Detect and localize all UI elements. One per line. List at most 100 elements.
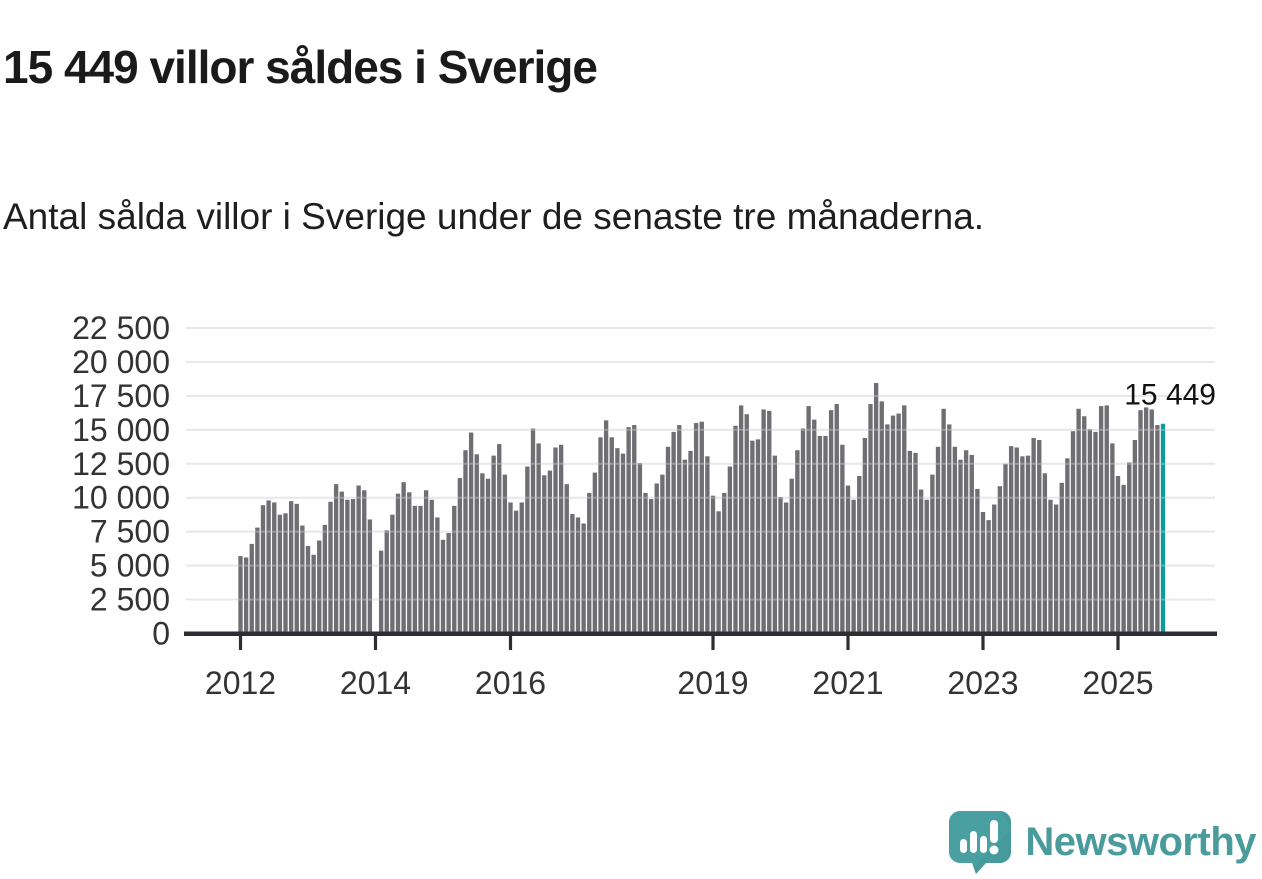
bar xyxy=(412,505,418,634)
bar xyxy=(266,500,271,634)
gridline xyxy=(186,360,1215,363)
gridline-overlay xyxy=(186,564,1215,567)
bar xyxy=(390,514,395,634)
x-axis-tick xyxy=(238,636,243,650)
bar xyxy=(941,408,946,634)
newsworthy-logo-text: Newsworthy xyxy=(1025,819,1256,864)
bar xyxy=(812,419,817,634)
bar xyxy=(570,514,575,634)
bar xyxy=(755,439,761,634)
bar xyxy=(249,543,254,634)
y-axis-label: 15 000 xyxy=(72,412,170,448)
bar xyxy=(300,525,305,634)
bar xyxy=(463,450,468,634)
bar xyxy=(913,452,918,634)
bar xyxy=(1059,482,1064,634)
gridline xyxy=(186,327,1215,329)
bar xyxy=(1121,484,1126,634)
bar xyxy=(660,474,665,634)
bar xyxy=(283,513,288,634)
bar xyxy=(564,484,569,634)
bar xyxy=(828,410,834,634)
bar xyxy=(317,540,322,634)
bar xyxy=(575,517,581,634)
bar xyxy=(772,455,778,634)
gridline-overlay xyxy=(186,462,1215,465)
bar xyxy=(558,444,564,634)
bar xyxy=(952,446,958,634)
y-axis-label: 5 000 xyxy=(90,548,170,584)
bar xyxy=(598,437,603,634)
bar xyxy=(710,495,716,634)
y-axis-label: 0 xyxy=(152,616,170,652)
x-axis-label: 2012 xyxy=(205,665,276,701)
bar xyxy=(395,493,401,634)
bar xyxy=(519,502,524,634)
bar xyxy=(885,424,890,634)
gridline-overlay xyxy=(186,496,1215,499)
bar xyxy=(587,492,592,634)
page-title: 15 449 villor såldes i Sverige xyxy=(3,40,598,93)
gridline-overlay xyxy=(186,530,1215,533)
bar xyxy=(778,497,783,634)
bar xyxy=(1149,409,1154,634)
bar xyxy=(817,435,823,634)
x-axis-label: 2014 xyxy=(340,665,411,701)
x-axis-tick xyxy=(508,636,513,650)
x-axis-line xyxy=(184,631,1217,636)
bar xyxy=(418,505,423,634)
bar xyxy=(497,444,502,634)
bar xyxy=(1098,406,1104,634)
bar xyxy=(823,435,828,634)
highlighted-bar xyxy=(1160,423,1166,634)
gridline-overlay xyxy=(186,394,1215,397)
x-axis-tick xyxy=(846,636,850,650)
x-axis-label: 2023 xyxy=(947,665,1018,701)
bar xyxy=(1093,431,1098,634)
bar xyxy=(935,446,941,634)
y-axis-label: 22 500 xyxy=(72,310,170,346)
bar xyxy=(958,459,963,634)
bar xyxy=(1087,429,1093,634)
bar xyxy=(536,443,541,634)
bar xyxy=(384,530,389,634)
bar xyxy=(457,478,463,634)
bar xyxy=(1008,446,1014,634)
bar xyxy=(716,511,721,634)
bar xyxy=(632,425,637,634)
y-axis-label: 7 500 xyxy=(90,514,170,550)
x-axis-tick xyxy=(981,636,985,650)
bar xyxy=(795,450,800,634)
bar xyxy=(693,423,699,634)
bar xyxy=(305,545,311,634)
bar xyxy=(750,440,755,634)
bar xyxy=(272,502,277,634)
bar xyxy=(744,414,749,634)
bar xyxy=(603,420,609,634)
gridline-overlay xyxy=(186,360,1215,363)
bar xyxy=(491,455,496,634)
gridline-overlay xyxy=(186,428,1215,431)
bar xyxy=(1115,475,1121,634)
bar xyxy=(350,499,356,634)
bar xyxy=(1082,416,1087,634)
bar xyxy=(862,437,868,634)
bar xyxy=(1127,462,1132,634)
bar xyxy=(1143,407,1149,634)
bar xyxy=(907,450,913,634)
bar xyxy=(975,488,980,634)
x-axis-tick xyxy=(373,636,378,650)
bar xyxy=(620,453,626,634)
bar xyxy=(553,447,558,634)
bar xyxy=(840,444,845,634)
bar xyxy=(322,524,328,634)
bar xyxy=(1025,455,1031,634)
bar xyxy=(879,401,884,634)
bar xyxy=(502,474,508,634)
bar xyxy=(643,492,648,634)
bar xyxy=(1042,473,1048,634)
bar xyxy=(1020,456,1025,634)
bar xyxy=(362,490,367,634)
logo-bar-tall xyxy=(970,831,978,853)
logo-bar-small xyxy=(960,839,968,853)
